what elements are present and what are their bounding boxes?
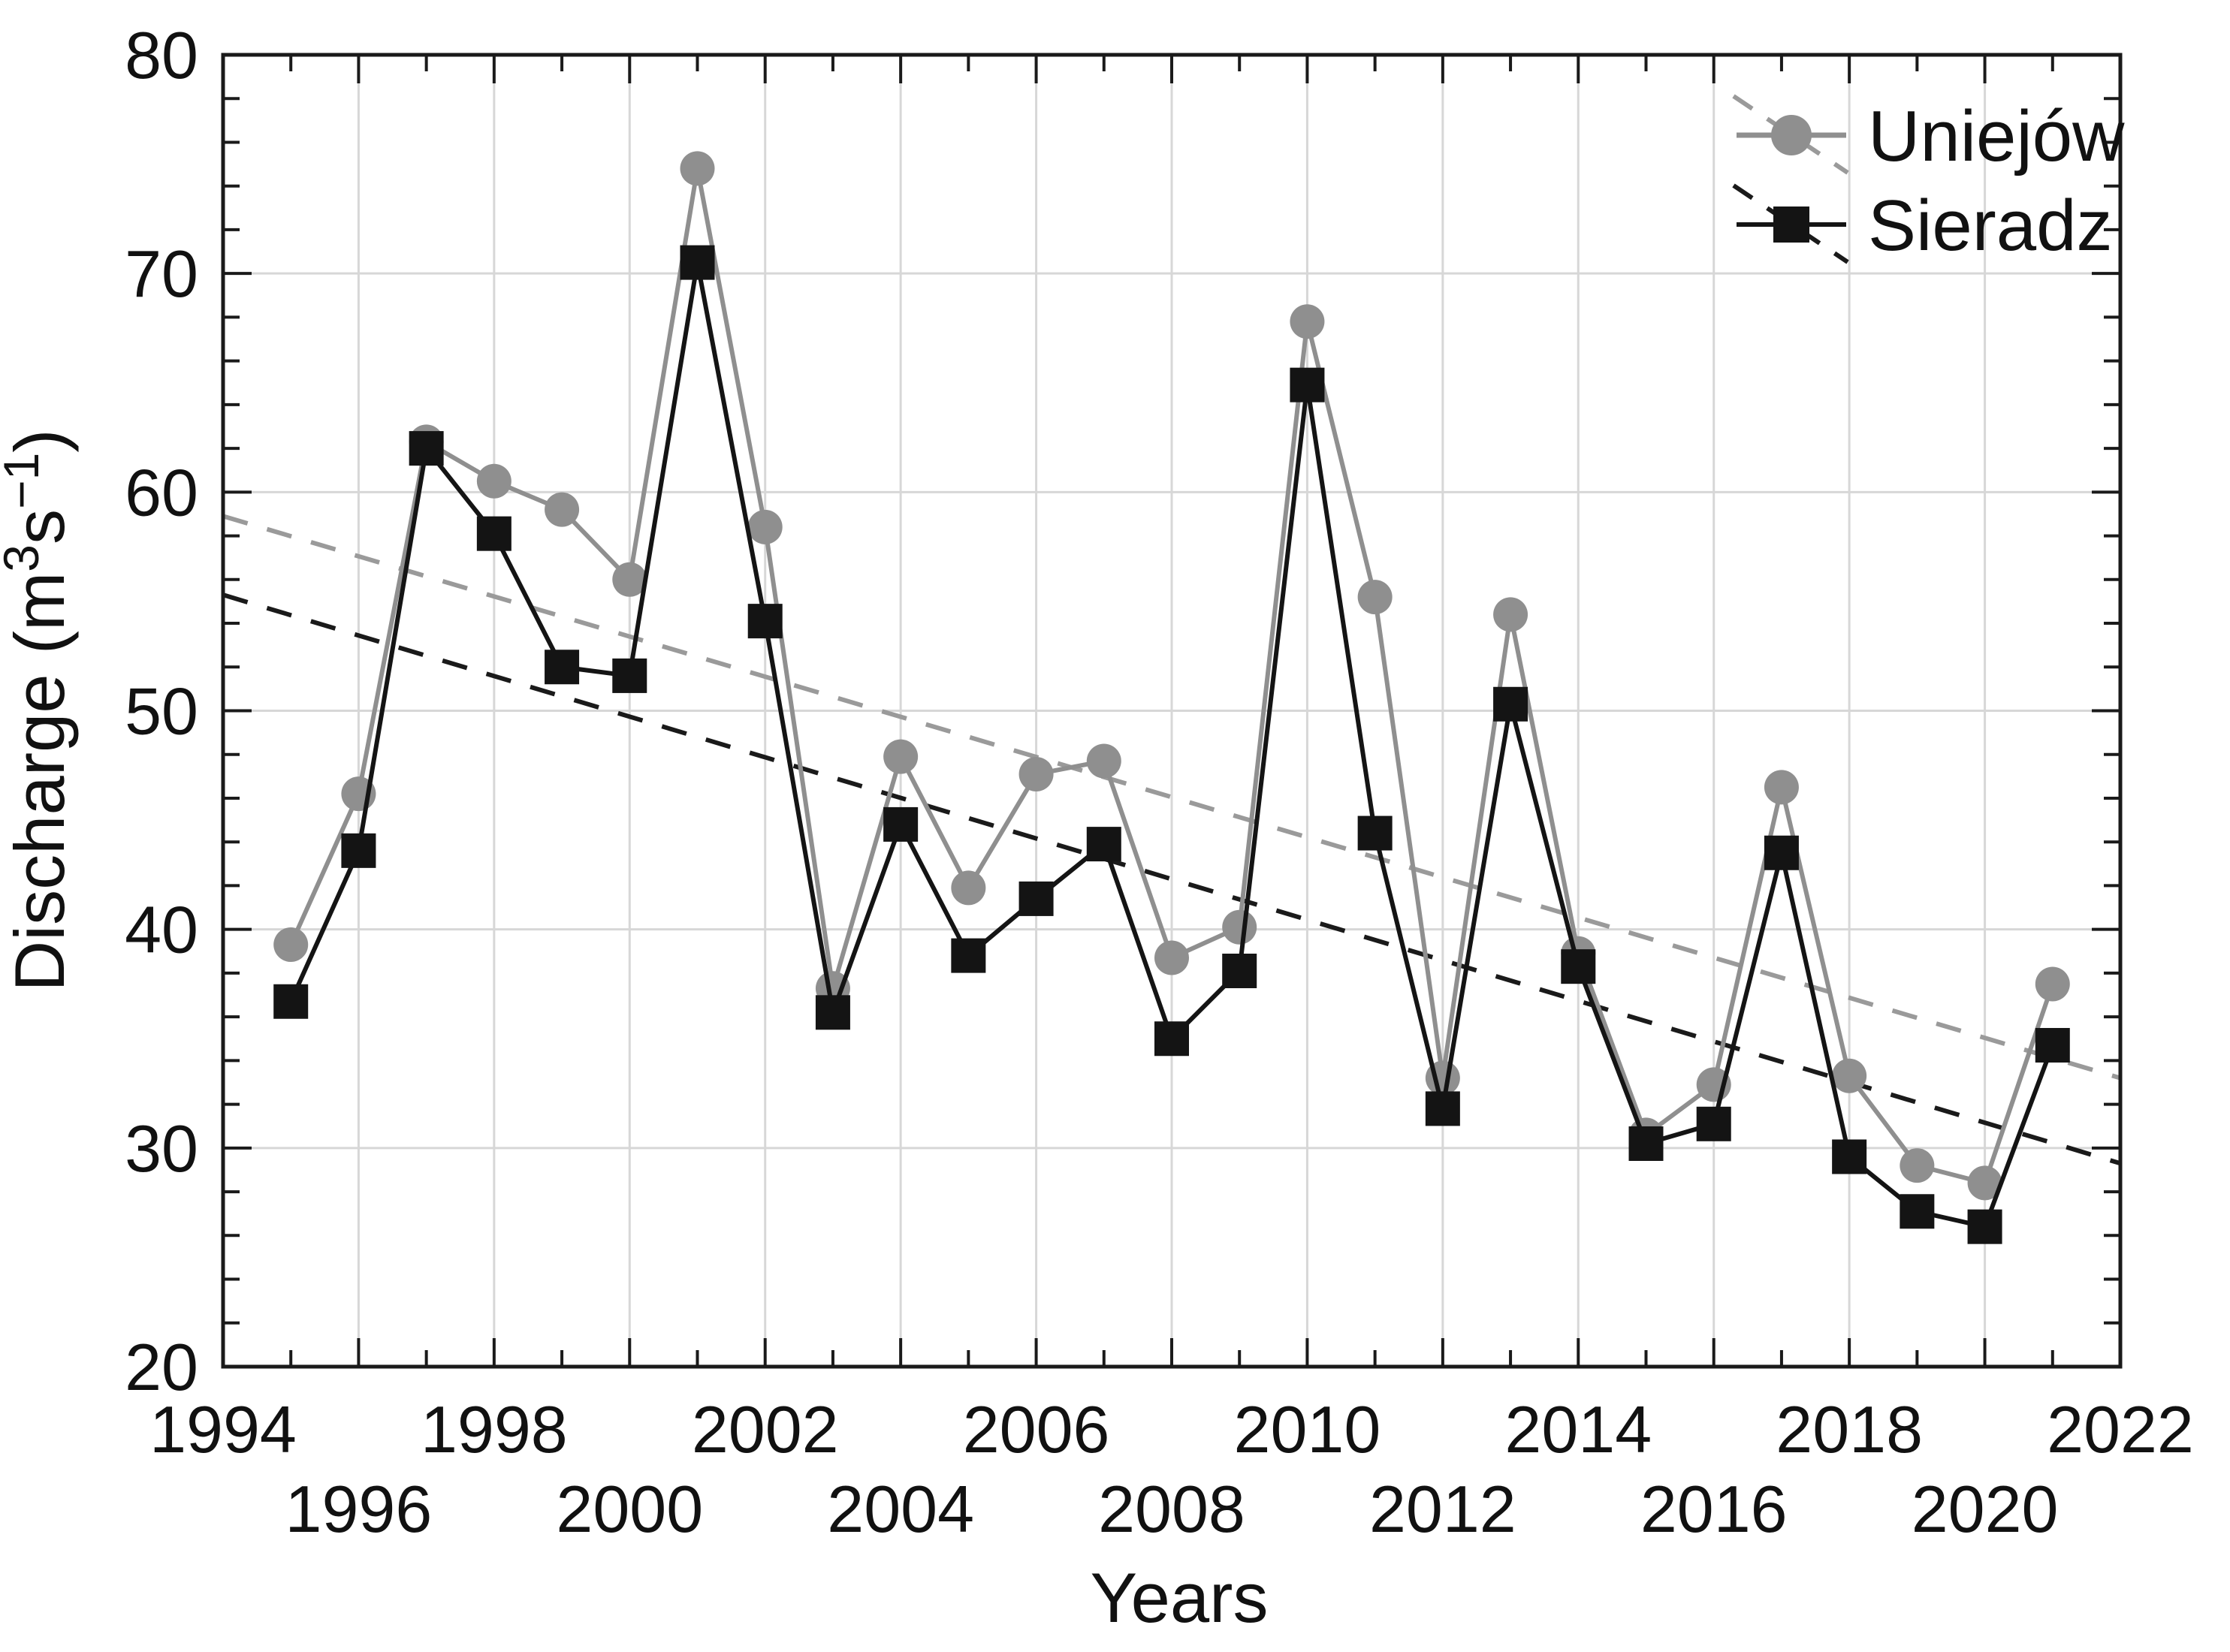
x-tick-label: 2012 [1369, 1472, 1516, 1546]
x-tick-label: 2008 [1098, 1472, 1245, 1546]
data-point-uniejw [1357, 580, 1393, 615]
data-point-sieradz [1357, 815, 1393, 851]
data-point-sieradz [883, 806, 919, 842]
data-point-sieradz [1290, 367, 1325, 402]
trend-line-uniejw [222, 514, 2121, 1081]
x-tick-label: 2010 [1234, 1392, 1381, 1467]
y-tick-label: 70 [125, 237, 198, 311]
y-tick-label: 80 [125, 18, 198, 92]
data-point-uniejw [273, 927, 309, 963]
data-point-sieradz [1764, 835, 1799, 870]
y-tick-label: 30 [125, 1111, 198, 1186]
y-tick-label: 40 [125, 893, 198, 967]
data-point-uniejw [1290, 304, 1325, 339]
legend-label-sieradz: Sieradz [1868, 185, 2113, 266]
data-point-uniejw [545, 492, 580, 527]
data-point-sieradz [1493, 686, 1528, 722]
data-point-sieradz [612, 658, 647, 693]
x-tick-label: 2016 [1640, 1472, 1788, 1546]
data-point-sieradz [1696, 1106, 1731, 1141]
x-tick-label: 2004 [827, 1472, 974, 1546]
data-point-uniejw [951, 870, 986, 906]
data-point-sieradz [815, 995, 850, 1030]
data-point-sieradz [1086, 827, 1121, 862]
legend-sieradz-square-marker-icon [1773, 206, 1809, 243]
data-point-sieradz [1222, 953, 1257, 988]
data-point-uniejw [1967, 1165, 2002, 1201]
data-point-uniejw [1018, 756, 1054, 791]
data-point-sieradz [409, 431, 444, 466]
trend-lines [222, 514, 2121, 1166]
data-point-sieradz [476, 516, 511, 551]
data-point-uniejw [1154, 940, 1189, 975]
legend: Uniejów Sieradz [1732, 94, 2125, 266]
data-point-sieradz [951, 938, 986, 973]
data-point-uniejw [1764, 770, 1799, 805]
x-tick-label: 2000 [556, 1472, 703, 1546]
data-point-sieradz [680, 245, 715, 280]
data-point-uniejw [1832, 1058, 1867, 1093]
x-tick-label: 2018 [1776, 1392, 1923, 1467]
data-point-uniejw [883, 739, 919, 774]
data-point-sieradz [1154, 1021, 1189, 1057]
x-tick-label: 1998 [421, 1392, 568, 1467]
data-point-sieradz [273, 984, 309, 1019]
x-tick-label: 2006 [963, 1392, 1110, 1467]
data-point-sieradz [341, 833, 376, 868]
x-tick-label: 2020 [1912, 1472, 2059, 1546]
trend-line-sieradz [222, 592, 2121, 1166]
legend-item-uniejow: Uniejów [1732, 94, 2125, 176]
x-tick-label: 2014 [1504, 1392, 1652, 1467]
data-point-sieradz [1018, 881, 1054, 916]
data-point-uniejw [680, 151, 715, 186]
x-tick-label: 2022 [2047, 1392, 2194, 1467]
data-point-sieradz [1561, 949, 1596, 984]
data-point-sieradz [2035, 1027, 2070, 1063]
gridlines [223, 55, 2120, 1367]
y-tick-label: 60 [125, 455, 198, 529]
legend-uniejow-circle-marker-icon [1771, 115, 1812, 155]
data-point-sieradz [1900, 1194, 1935, 1229]
y-tick-label: 50 [125, 674, 198, 749]
legend-item-sieradz: Sieradz [1732, 183, 2113, 266]
data-series [273, 151, 2070, 1244]
x-tick-label: 1994 [149, 1392, 297, 1467]
data-point-uniejw [1493, 597, 1528, 632]
y-tick-label: 20 [125, 1330, 198, 1404]
data-point-sieradz [1832, 1139, 1867, 1174]
x-tick-label: 1996 [285, 1472, 433, 1546]
y-axis-title: Discharge (m3s−1) [0, 429, 79, 991]
data-point-sieradz [1425, 1091, 1460, 1126]
data-point-sieradz [1967, 1209, 2002, 1244]
x-tick-label: 2002 [692, 1392, 839, 1467]
data-point-uniejw [1900, 1148, 1935, 1183]
data-point-sieradz [747, 604, 783, 639]
data-point-sieradz [1628, 1126, 1664, 1162]
x-axis-title: Years [1091, 1558, 1269, 1637]
data-point-sieradz [545, 650, 580, 685]
data-point-uniejw [747, 509, 783, 544]
data-point-uniejw [2035, 966, 2070, 1002]
data-point-uniejw [1086, 743, 1121, 779]
axis-ticks [222, 53, 2122, 1368]
legend-label-uniejow: Uniejów [1868, 96, 2125, 176]
data-point-uniejw [612, 562, 647, 597]
data-point-uniejw [476, 463, 511, 499]
data-point-uniejw [1222, 909, 1257, 945]
